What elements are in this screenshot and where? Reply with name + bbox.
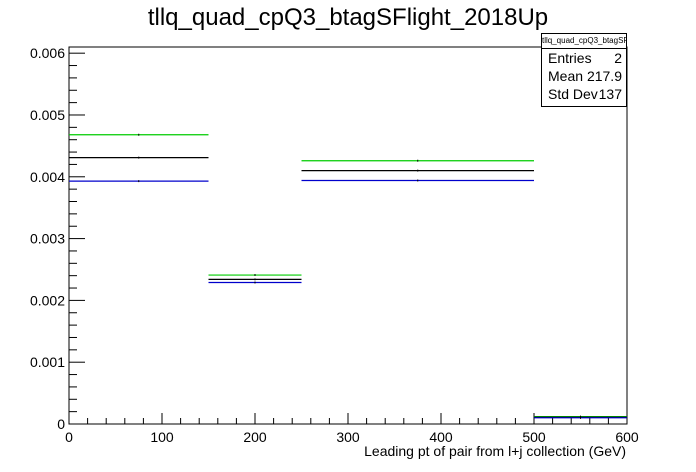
stats-row-entries: Entries 2 xyxy=(542,49,626,67)
x-tick-label: 500 xyxy=(522,429,546,445)
y-tick-label: 0 xyxy=(57,416,65,432)
stats-box-name: tllq_quad_cpQ3_btagSFlight_2018Up xyxy=(542,34,626,49)
x-tick-label: 400 xyxy=(429,429,453,445)
x-tick-label: 100 xyxy=(150,429,174,445)
mean-label: Mean xyxy=(548,68,584,84)
y-tick-label: 0.005 xyxy=(30,107,65,123)
x-tick-label: 200 xyxy=(243,429,267,445)
mean-value: 217.9 xyxy=(586,68,622,84)
stddev-value: 137 xyxy=(598,86,622,102)
y-tick-label: 0.001 xyxy=(30,354,65,370)
stddev-label: Std Dev xyxy=(548,86,598,102)
x-tick-label: 0 xyxy=(65,429,73,445)
y-axis: 0 0.001 0.002 0.003 0.004 0.005 0.006 xyxy=(30,45,85,432)
histogram-bins xyxy=(69,133,627,419)
y-tick-label: 0.002 xyxy=(30,292,65,308)
entries-label: Entries xyxy=(548,50,592,66)
x-axis-label: Leading pt of pair from l+j collection (… xyxy=(364,443,626,459)
chart-title: tllq_quad_cpQ3_btagSFlight_2018Up xyxy=(147,4,549,31)
x-tick-label: 300 xyxy=(336,429,360,445)
x-axis: 0 100 200 300 400 500 600 xyxy=(65,413,639,445)
entries-value: 2 xyxy=(614,50,622,66)
stats-row-stddev: Std Dev 137 xyxy=(542,85,626,103)
x-tick-label: 600 xyxy=(615,429,639,445)
y-tick-label: 0.004 xyxy=(30,169,65,185)
stats-box: tllq_quad_cpQ3_btagSFlight_2018Up Entrie… xyxy=(541,33,627,107)
stats-row-mean: Mean 217.9 xyxy=(542,67,626,85)
y-tick-label: 0.006 xyxy=(30,45,65,61)
y-tick-label: 0.003 xyxy=(30,231,65,247)
